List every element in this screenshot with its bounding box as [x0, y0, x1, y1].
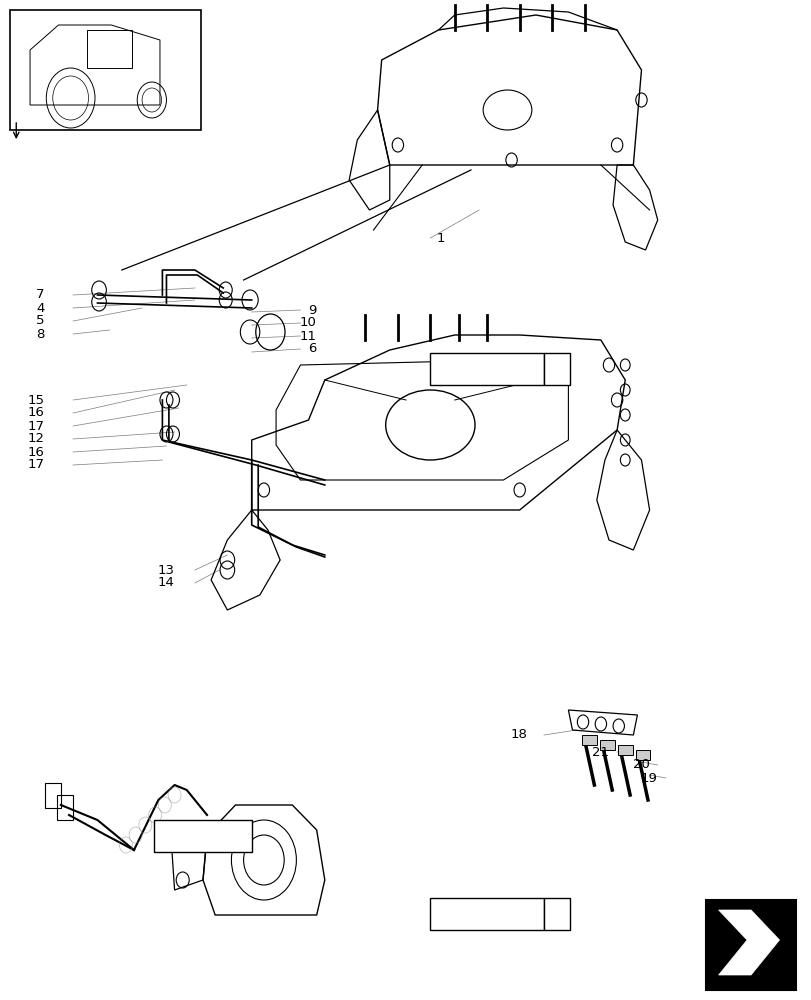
Bar [635, 750, 650, 760]
Text: 9: 9 [308, 304, 316, 316]
Text: 4: 4 [36, 302, 45, 314]
Text: 14: 14 [157, 576, 174, 589]
Text: 11: 11 [299, 330, 316, 342]
Text: 13: 13 [157, 564, 174, 576]
Polygon shape [718, 910, 779, 975]
Bar [599, 740, 614, 750]
Text: 15: 15 [28, 393, 45, 406]
Bar [543, 353, 569, 385]
Bar [154, 820, 251, 852]
Text: 12: 12 [28, 432, 45, 446]
Text: 1.81.9/01E: 1.81.9/01E [449, 909, 506, 919]
Text: 16: 16 [28, 406, 45, 420]
Text: 19: 19 [640, 772, 657, 784]
Text: 18: 18 [510, 728, 527, 742]
Text: 6: 6 [308, 342, 316, 356]
Text: 1.75.0/12: 1.75.0/12 [170, 831, 220, 841]
Bar [430, 353, 543, 385]
Bar [617, 745, 632, 755]
Text: 5: 5 [36, 314, 45, 328]
Text: 21: 21 [591, 746, 608, 758]
Text: 17: 17 [28, 420, 45, 432]
Bar [430, 898, 543, 930]
Text: 3: 3 [553, 909, 560, 919]
Text: 7: 7 [36, 288, 45, 302]
Text: 20: 20 [632, 758, 649, 772]
Text: 1: 1 [436, 232, 444, 244]
Text: 1.81.9/01B: 1.81.9/01B [449, 364, 506, 374]
Text: 8: 8 [36, 328, 45, 340]
Bar [706, 900, 795, 990]
Text: 10: 10 [299, 316, 316, 330]
Text: 2: 2 [553, 364, 560, 374]
Bar [57, 795, 73, 820]
Text: 16: 16 [28, 446, 45, 458]
Bar [581, 735, 596, 745]
Bar [10, 10, 200, 130]
Bar [543, 898, 569, 930]
Bar [45, 783, 61, 808]
Text: 17: 17 [28, 458, 45, 472]
